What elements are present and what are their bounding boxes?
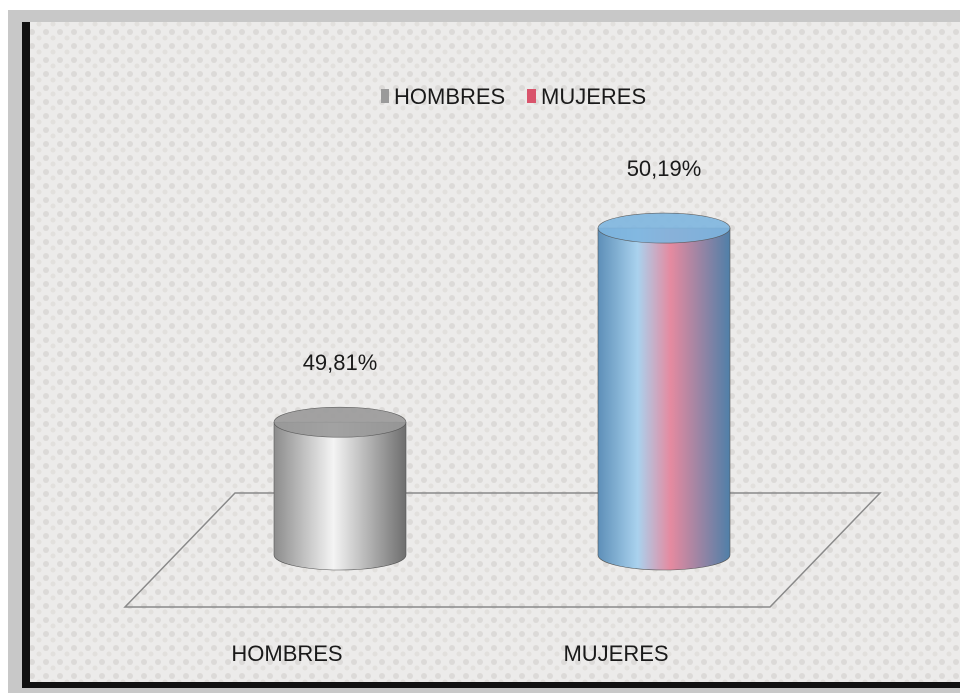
legend-swatch	[527, 89, 536, 103]
x-tick-label: HOMBRES	[231, 641, 342, 666]
legend-swatch	[381, 89, 389, 103]
cylinder	[273, 421, 407, 571]
cylinder-top	[597, 212, 731, 244]
plot-background	[30, 22, 960, 682]
cylinder	[597, 227, 731, 571]
cylinder-top	[273, 406, 407, 438]
legend-label: MUJERES	[541, 84, 646, 109]
legend: HOMBRES MUJERES	[381, 84, 646, 109]
x-tick-label: MUJERES	[563, 641, 668, 666]
value-label: 50,19%	[627, 156, 702, 181]
legend-label: HOMBRES	[394, 84, 505, 109]
value-label: 49,81%	[303, 350, 378, 375]
